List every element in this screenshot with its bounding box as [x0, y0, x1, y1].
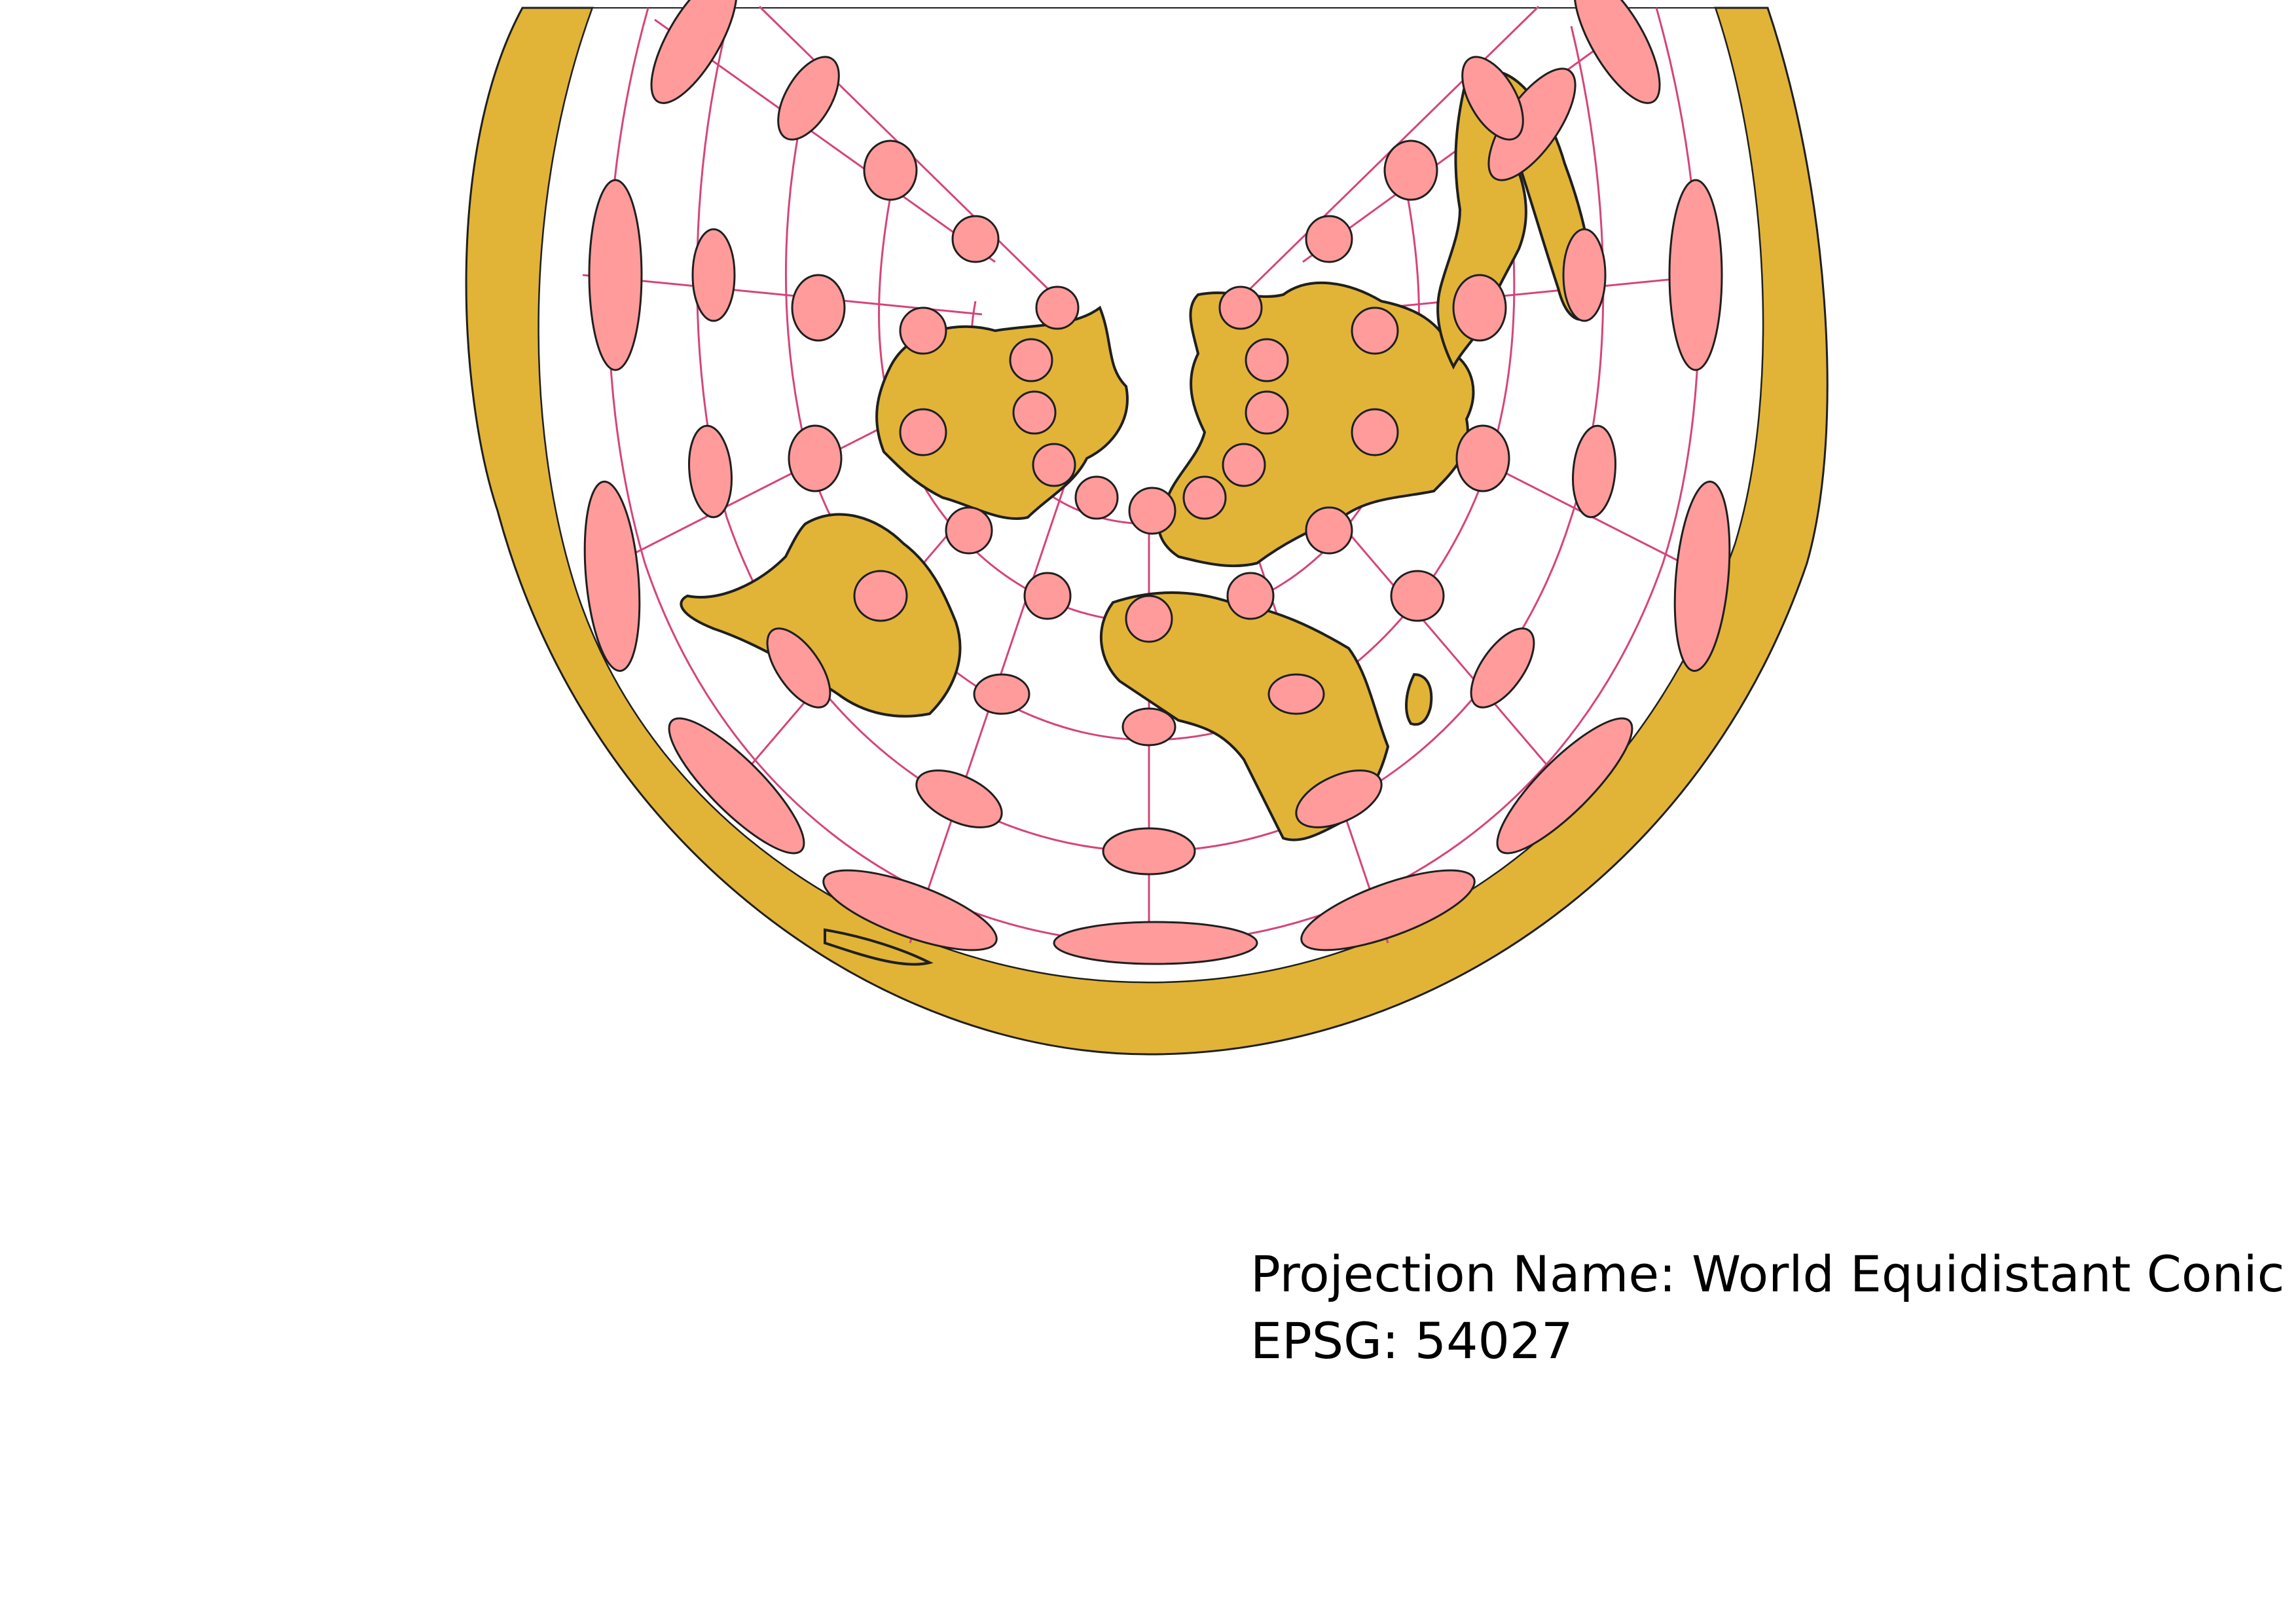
south-america	[680, 513, 962, 718]
eurasia	[1157, 281, 1475, 568]
projection-name-label: Projection Name: World Equidistant Conic	[1250, 1245, 2285, 1303]
tissot-indicatrix	[583, 0, 1731, 965]
projection-caption: Projection Name: World Equidistant Conic…	[1250, 1241, 2285, 1375]
australia	[824, 928, 934, 966]
epsg-label: EPSG: 54027	[1250, 1312, 1573, 1370]
antarctica-ring	[520, 0, 2296, 7]
madagascar	[1405, 673, 1433, 726]
